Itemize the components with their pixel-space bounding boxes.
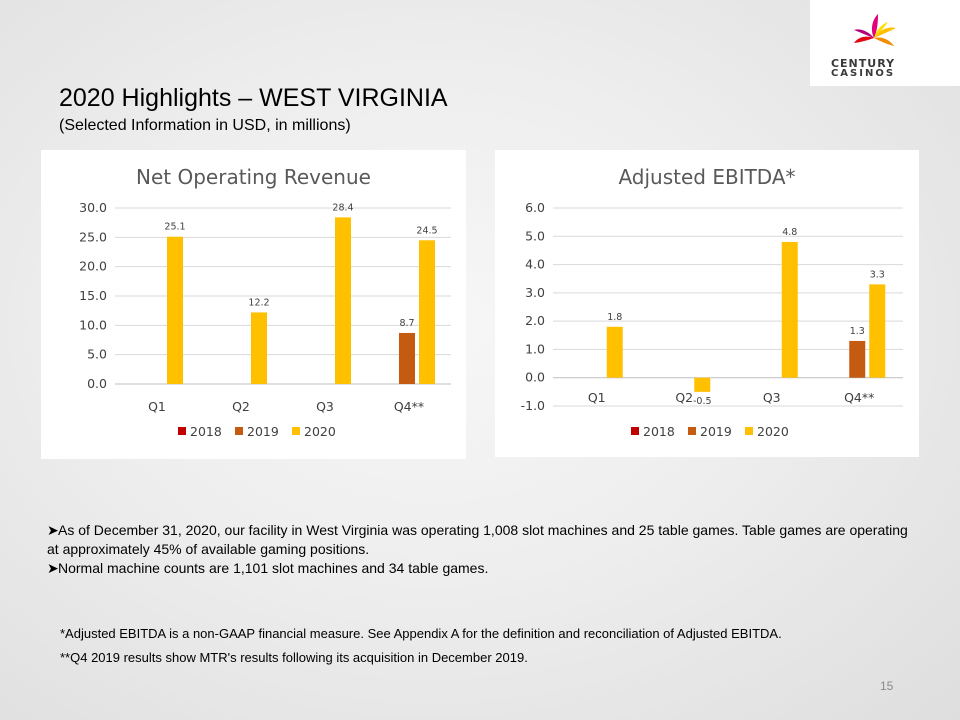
y-tick-label: 5.0 [525, 228, 545, 243]
bar-2020 [869, 284, 886, 378]
x-tick-label: Q1 [148, 399, 166, 414]
bar-2020 [694, 377, 711, 392]
legend-swatch-2018 [178, 427, 186, 435]
data-label: 28.4 [332, 202, 353, 213]
footnote-ebitda: *Adjusted EBITDA is a non-GAAP financial… [60, 626, 782, 641]
y-tick-label: 0.0 [87, 376, 107, 391]
starburst-icon [854, 14, 896, 46]
bullet-item: ➤As of December 31, 2020, our facility i… [47, 521, 917, 559]
adjusted-ebitda-svg: Adjusted EBITDA* -1.0 0.0 1.0 2.0 3.0 4.0 5.0 6.… [521, 165, 903, 439]
data-label: 25.1 [164, 222, 185, 233]
legend-label: 2018 [643, 424, 675, 439]
legend-label: 2019 [700, 424, 732, 439]
logo-text-casinos: CASINOS [830, 68, 896, 79]
bar-2020 [606, 326, 623, 378]
legend-label: 2018 [190, 424, 222, 439]
data-label: 24.5 [416, 225, 437, 236]
data-label: 1.8 [607, 312, 622, 323]
footnote-q4: **Q4 2019 results show MTR's results fol… [60, 650, 528, 665]
footnotes: *Adjusted EBITDA is a non-GAAP financial… [60, 626, 930, 674]
x-tick-label: Q2 [232, 399, 250, 414]
y-tick-label: 3.0 [525, 285, 545, 300]
chart-title: Adjusted EBITDA* [618, 165, 795, 189]
x-tick-label: Q3 [763, 390, 781, 405]
y-tick-label: 5.0 [87, 347, 107, 362]
arrow-bullet-icon: ➤ [47, 560, 59, 576]
bullet-list: ➤As of December 31, 2020, our facility i… [47, 521, 917, 578]
y-tick-label: 4.0 [525, 257, 545, 272]
y-tick-label: 25.0 [79, 229, 107, 244]
legend-label: 2020 [757, 424, 789, 439]
bar-2020 [781, 241, 798, 378]
x-tick-label: Q2 [675, 390, 693, 405]
adjusted-ebitda-chart: Adjusted EBITDA* -1.0 0.0 1.0 2.0 3.0 4.0 5.0 6.… [495, 150, 919, 457]
legend-swatch-2019 [235, 427, 243, 435]
century-casinos-logo: CENTURY CASINOS [810, 0, 960, 86]
legend-swatch-2018 [631, 427, 639, 435]
net-operating-revenue-svg: Net Operating Revenue 0.0 5.0 10.0 15.0 20.0 2… [79, 165, 451, 439]
bar-2020 [167, 236, 183, 384]
legend-swatch-2019 [688, 427, 696, 435]
bar-2020 [335, 217, 351, 384]
y-tick-label: 15.0 [79, 288, 107, 303]
bullet-item: ➤Normal machine counts are 1,101 slot ma… [47, 559, 917, 578]
bar-2020 [419, 240, 435, 384]
y-tick-label: 10.0 [79, 317, 107, 332]
logo-text-century: CENTURY [830, 57, 896, 70]
legend-swatch-2020 [292, 427, 300, 435]
y-tick-label: 30.0 [79, 200, 107, 215]
data-label: 8.7 [399, 318, 414, 329]
x-tick-label: Q4** [394, 399, 424, 414]
legend-label: 2019 [247, 424, 279, 439]
chart-title: Net Operating Revenue [136, 165, 371, 189]
y-tick-label: -1.0 [521, 398, 545, 413]
data-label: 12.2 [248, 297, 269, 308]
data-label: 3.3 [870, 269, 885, 280]
y-tick-label: 20.0 [79, 259, 107, 274]
x-tick-label: Q4** [844, 390, 874, 405]
y-tick-label: 0.0 [525, 370, 545, 385]
page-title: 2020 Highlights – WEST VIRGINIA [59, 84, 448, 112]
x-tick-label: Q1 [588, 390, 606, 405]
legend-swatch-2020 [745, 427, 753, 435]
arrow-bullet-icon: ➤ [47, 522, 59, 538]
bar-2020 [251, 312, 267, 384]
x-tick-label: Q3 [316, 399, 334, 414]
bullet-text: As of December 31, 2020, our facility in… [47, 522, 908, 557]
y-tick-label: 6.0 [525, 200, 545, 215]
bar-2019 [849, 340, 866, 378]
data-label: -0.5 [693, 396, 712, 407]
bar-2019 [399, 332, 415, 384]
bullet-text: Normal machine counts are 1,101 slot mac… [58, 560, 489, 576]
net-operating-revenue-chart: Net Operating Revenue 0.0 5.0 10.0 15.0 20.0 2… [41, 150, 466, 459]
y-tick-label: 2.0 [525, 313, 545, 328]
page-subtitle: (Selected Information in USD, in million… [59, 117, 351, 134]
legend-label: 2020 [304, 424, 336, 439]
page-number: 15 [880, 679, 894, 693]
data-label: 4.8 [782, 227, 797, 238]
data-label: 1.3 [850, 326, 865, 337]
y-tick-label: 1.0 [525, 341, 545, 356]
